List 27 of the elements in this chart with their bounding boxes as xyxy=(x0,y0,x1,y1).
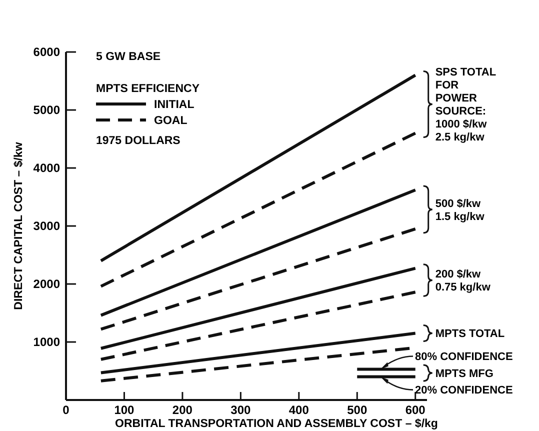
legend-title: MPTS EFFICIENCY xyxy=(96,83,200,95)
legend-label: GOAL xyxy=(154,115,188,128)
x-tick-label: 200 xyxy=(172,403,193,417)
x-axis-title: ORBITAL TRANSPORTATION AND ASSEMBLY COST – $/kg xyxy=(115,418,438,430)
y-axis-title: DIRECT CAPITAL COST – $/kw xyxy=(13,142,25,310)
annotation: 20% CONFIDENCE xyxy=(415,384,513,397)
y-tick-label: 1000 xyxy=(33,335,60,350)
text: SPS TOTAL FOR POWER SOURCE: 1000 $/kw 2.5 kg/kw xyxy=(435,66,496,144)
text: 500 $/kw 1.5 kg/kw xyxy=(435,198,485,223)
y-tick-label: 3000 xyxy=(33,219,60,234)
annotation: 5 GW BASE xyxy=(96,51,161,63)
y-tick-label: 5000 xyxy=(33,103,60,118)
x-tick-label: 0 xyxy=(62,403,70,417)
x-tick-label: 600 xyxy=(405,403,426,417)
text: MPTS TOTAL xyxy=(435,328,505,340)
annotation: 1975 DOLLARS xyxy=(96,135,181,147)
annotation: 80% CONFIDENCE xyxy=(415,351,513,364)
y-tick-label: 4000 xyxy=(33,161,60,176)
y-tick-label: 6000 xyxy=(33,45,60,60)
x-tick-label: 500 xyxy=(347,403,368,417)
x-tick-label: 300 xyxy=(230,403,252,417)
text: 200 $/kw 0.75 kg/kw xyxy=(435,268,491,294)
x-tick-label: 100 xyxy=(114,403,135,417)
legend-label: INITIAL xyxy=(154,99,194,112)
text: MPTS MFG xyxy=(435,368,494,380)
x-tick-label: 400 xyxy=(288,403,310,417)
y-tick-label: 2000 xyxy=(33,277,60,292)
